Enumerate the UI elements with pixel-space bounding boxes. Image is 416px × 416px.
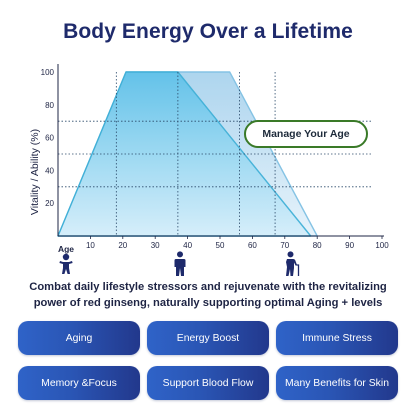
x-tick-label-60: 60	[248, 241, 257, 250]
x-tick-label-10: 10	[86, 241, 95, 250]
manage-your-age-badge: Manage Your Age	[244, 120, 368, 148]
energy-chart: 10 20 30 40 50 60 70 80 90 100 20 40 60 80 100 Vitalit…	[29, 64, 389, 254]
x-tick-label-50: 50	[216, 241, 225, 250]
x-tick-label-100: 100	[375, 241, 389, 250]
energy-boost-button[interactable]: Energy Boost	[147, 321, 269, 355]
x-tick-label-90: 90	[345, 241, 354, 250]
y-tick-label-100: 100	[41, 68, 55, 77]
x-tick-label-70: 70	[280, 241, 289, 250]
adult-icon	[174, 251, 186, 276]
y-tick-label-40: 40	[45, 166, 54, 175]
child-icon	[59, 253, 73, 274]
description-text: Combat daily lifestyle stressors and rej…	[29, 281, 387, 309]
x-tick-label-20: 20	[118, 241, 127, 250]
elderly-with-cane-icon	[286, 251, 300, 276]
y-tick-label-60: 60	[45, 134, 54, 143]
y-tick-label-20: 20	[45, 199, 54, 208]
memory-focus-button[interactable]: Memory &Focus	[18, 366, 140, 400]
page-title: Body Energy Over a Lifetime	[63, 20, 353, 43]
y-tick-label-80: 80	[45, 101, 54, 110]
immune-stress-button[interactable]: Immune Stress	[276, 321, 398, 355]
support-blood-flow-button[interactable]: Support Blood Flow	[147, 366, 269, 400]
x-tick-label-30: 30	[151, 241, 160, 250]
skin-benefits-button[interactable]: Many Benefits for Skin	[276, 366, 398, 400]
y-axis-label: Vitality / Ability (%)	[29, 129, 41, 215]
x-axis-label: Age	[58, 244, 74, 254]
aging-button[interactable]: Aging	[18, 321, 140, 355]
x-tick-label-40: 40	[183, 241, 192, 250]
x-tick-label-80: 80	[313, 241, 322, 250]
